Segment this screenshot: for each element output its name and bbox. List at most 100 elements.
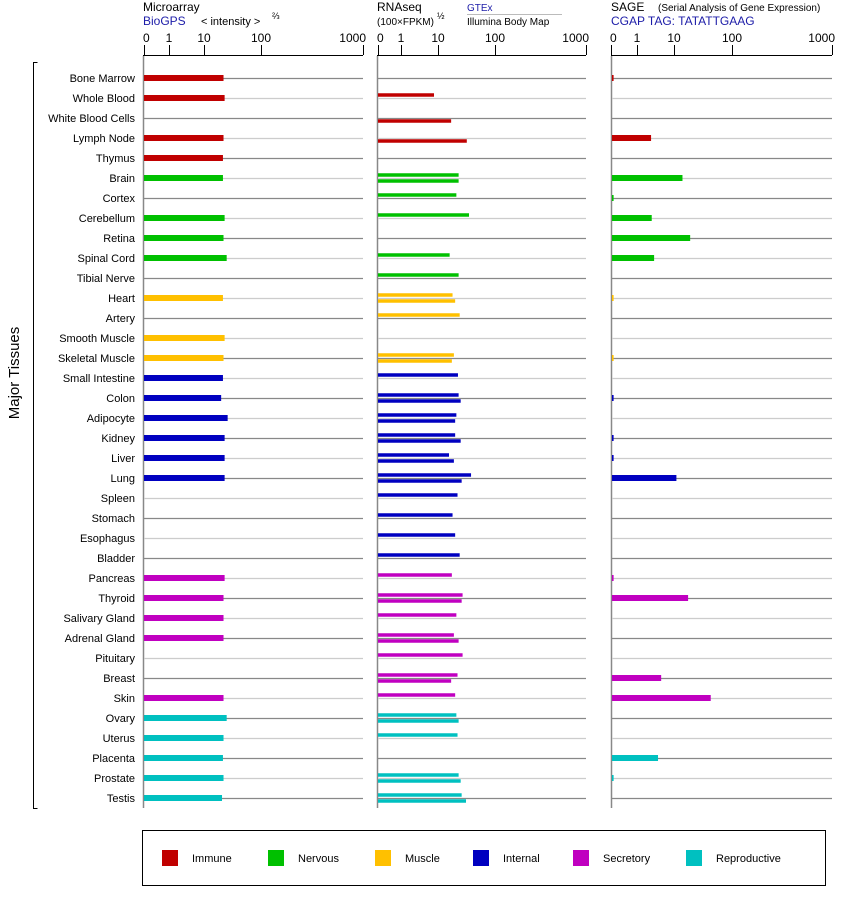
gtex-bar — [378, 673, 458, 677]
illumina-bar — [378, 719, 459, 723]
illumina-bar — [378, 419, 456, 423]
gtex-bar — [378, 213, 470, 217]
sage-bar — [612, 175, 683, 181]
legend-label-immune: Immune — [192, 853, 232, 865]
sage-bar — [612, 75, 614, 81]
microarray-bar — [144, 335, 225, 341]
tissue-label: Smooth Muscle — [59, 333, 135, 345]
microarray-bar — [144, 615, 224, 621]
tissue-label: Colon — [106, 393, 135, 405]
legend-label-muscle: Muscle — [405, 853, 440, 865]
gtex-bar — [378, 293, 453, 297]
gtex-bar — [378, 793, 462, 797]
tissue-label: Heart — [108, 293, 135, 305]
tissue-label: Liver — [111, 453, 135, 465]
gtex-bar — [378, 353, 454, 357]
microarray-tick-label: 1000 — [339, 31, 366, 45]
tissue-label: Breast — [103, 673, 135, 685]
rnaseq-unit-exponent: ½ — [437, 11, 445, 21]
microarray-source: BioGPS — [143, 14, 186, 28]
rnaseq-tick-label: 0 — [377, 31, 384, 45]
legend-label-nervous: Nervous — [298, 853, 339, 865]
tissue-label: Artery — [106, 313, 136, 325]
sage-bar — [612, 295, 614, 301]
gtex-bar — [378, 573, 452, 577]
illumina-label: Illumina Body Map — [467, 17, 550, 28]
sage-bar — [612, 775, 614, 781]
tissue-label: Spleen — [101, 493, 135, 505]
microarray-bar — [144, 735, 224, 741]
gtex-bar — [378, 633, 454, 637]
gtex-label: GTEx — [467, 3, 493, 14]
sage-bar — [612, 475, 677, 481]
microarray-tick-label: 10 — [197, 31, 211, 45]
microarray-bar — [144, 575, 225, 581]
tissue-label: Lung — [111, 473, 135, 485]
microarray-bar — [144, 415, 228, 421]
microarray-bar — [144, 755, 223, 761]
microarray-bar — [144, 75, 224, 81]
tissue-label: Pituitary — [95, 653, 135, 665]
gtex-bar — [378, 273, 459, 277]
tissue-label: Brain — [109, 173, 135, 185]
sage-bar — [612, 255, 655, 261]
sage-subtitle: (Serial Analysis of Gene Expression) — [658, 3, 820, 14]
illumina-bar — [378, 119, 452, 123]
sage-bar — [612, 195, 614, 201]
rnaseq-tick-label: 100 — [485, 31, 505, 45]
tissue-label: Thymus — [96, 153, 136, 165]
rnaseq-tick-label: 1000 — [562, 31, 589, 45]
microarray-title: Microarray — [143, 0, 200, 14]
microarray-bar — [144, 795, 223, 801]
y-axis-label: Major Tissues — [6, 327, 23, 420]
tissue-label: Esophagus — [80, 533, 136, 545]
gtex-bar — [378, 713, 457, 717]
microarray-bar — [144, 715, 227, 721]
sage-source: CGAP TAG: TATATTGAAG — [611, 14, 755, 28]
tissue-label: Spinal Cord — [78, 253, 135, 265]
microarray-bar — [144, 295, 223, 301]
tissue-label: Cortex — [103, 193, 136, 205]
gtex-bar — [378, 453, 450, 457]
legend-label-secretory: Secretory — [603, 853, 651, 865]
microarray-tick-label: 0 — [143, 31, 150, 45]
gtex-bar — [378, 533, 456, 537]
sage-title: SAGE — [611, 0, 644, 14]
tissue-label: Bladder — [97, 553, 135, 565]
sage-bar — [612, 575, 614, 581]
microarray-bar — [144, 635, 224, 641]
gtex-bar — [378, 193, 457, 197]
gtex-bar — [378, 693, 456, 697]
microarray-unit: < intensity > — [201, 16, 260, 28]
legend-label-reproductive: Reproductive — [716, 853, 781, 865]
gtex-bar — [378, 373, 458, 377]
microarray-bar — [144, 375, 223, 381]
legend-swatch-immune — [162, 850, 178, 866]
rnaseq-unit: (100×FPKM) — [377, 17, 434, 28]
microarray-tick-label: 100 — [251, 31, 271, 45]
tissue-label: Whole Blood — [73, 93, 135, 105]
illumina-bar — [378, 299, 456, 303]
tissue-label: Skin — [114, 693, 135, 705]
tissue-label: Tibial Nerve — [77, 273, 135, 285]
gtex-bar — [378, 773, 459, 777]
gtex-bar — [378, 513, 453, 517]
microarray-unit-exponent: ⅔ — [272, 11, 280, 21]
legend-swatch-internal — [473, 850, 489, 866]
tissue-label: Testis — [107, 793, 136, 805]
microarray-bar — [144, 355, 224, 361]
illumina-bar — [378, 439, 461, 443]
microarray-bar — [144, 155, 223, 161]
illumina-bar — [378, 459, 454, 463]
illumina-bar — [378, 399, 461, 403]
illumina-bar — [378, 479, 462, 483]
gtex-bar — [378, 653, 463, 657]
sage-bar — [612, 235, 691, 241]
tissue-label: Thyroid — [98, 593, 135, 605]
sage-tick-label: 1 — [634, 31, 641, 45]
gtex-bar — [378, 313, 460, 317]
illumina-bar — [378, 639, 459, 643]
illumina-bar — [378, 359, 452, 363]
legend-label-internal: Internal — [503, 853, 540, 865]
sage-bar — [612, 755, 659, 761]
